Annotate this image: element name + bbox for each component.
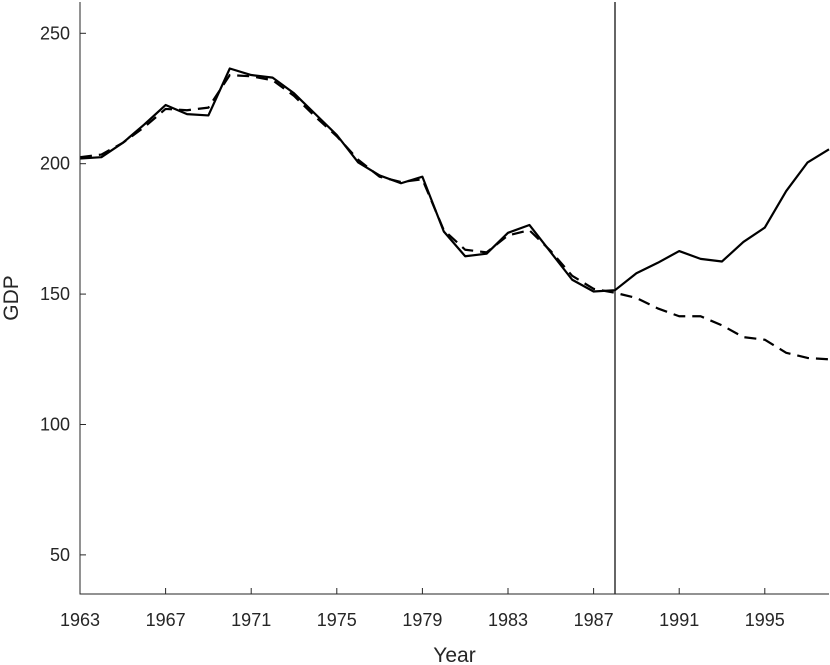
y-axis-label: GDP: [0, 275, 23, 321]
y-tick-label: 150: [40, 284, 70, 304]
y-tick-label: 50: [50, 545, 70, 565]
x-tick-label: 1967: [146, 610, 186, 630]
x-tick-label: 1979: [402, 610, 442, 630]
solid-series-line: [79, 67, 830, 293]
x-tick-label: 1971: [231, 610, 271, 630]
x-tick-label: 1991: [659, 610, 699, 630]
x-axis-label: Year: [433, 644, 475, 665]
x-ticks: 1963 1967 1971 1975 1979 1983 1987 1991 1995: [60, 588, 785, 630]
y-tick-label: 100: [40, 414, 70, 434]
plot-axes: [79, 2, 829, 595]
y-ticks: 50 100 150 200 250: [40, 23, 86, 565]
x-tick-label: 1983: [488, 610, 528, 630]
y-tick-label: 250: [40, 23, 70, 43]
series-layer: [79, 67, 830, 361]
x-tick-label: 1975: [317, 610, 357, 630]
y-tick-label: 200: [40, 154, 70, 174]
x-tick-label: 1963: [60, 610, 100, 630]
dashed-series-line: [79, 73, 830, 361]
x-tick-label: 1987: [574, 610, 614, 630]
x-tick-label: 1995: [745, 610, 785, 630]
